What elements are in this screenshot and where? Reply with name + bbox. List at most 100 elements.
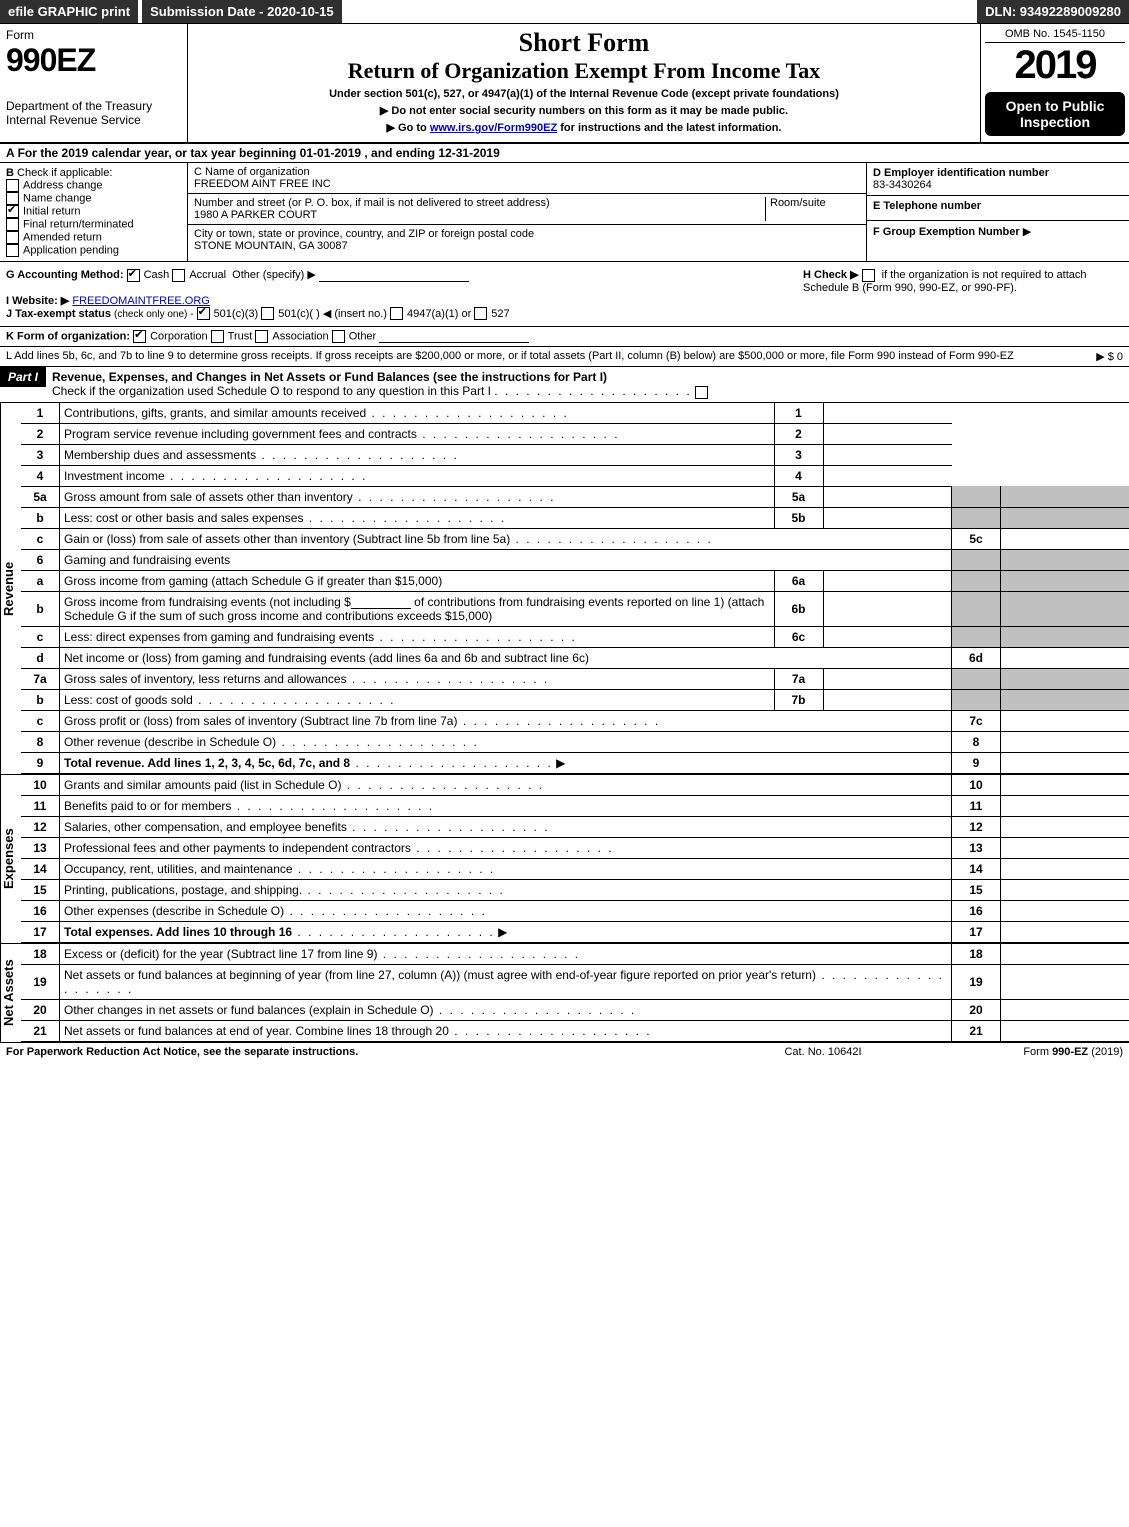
label-4947: 4947(a)(1) or (407, 308, 471, 320)
line-num: 13 (21, 837, 60, 858)
checkbox-corporation[interactable] (133, 330, 146, 343)
line-val[interactable] (1001, 964, 1129, 999)
goto-suffix: for instructions and the latest informat… (560, 122, 781, 134)
other-org-input[interactable] (379, 342, 529, 343)
line-val[interactable] (1001, 879, 1129, 900)
efile-print-button[interactable]: efile GRAPHIC print (0, 0, 138, 23)
expenses-table: 10Grants and similar amounts paid (list … (21, 775, 1129, 943)
checkbox-amended-return[interactable] (6, 231, 19, 244)
label-application-pending: Application pending (23, 244, 119, 256)
checkbox-trust[interactable] (211, 330, 224, 343)
line-ival[interactable] (823, 507, 952, 528)
label-amended-return: Amended return (23, 231, 102, 243)
checkbox-association[interactable] (255, 330, 268, 343)
line-val[interactable] (1001, 816, 1129, 837)
header-left: Form 990EZ Department of the Treasury In… (0, 24, 188, 142)
line-ival[interactable] (823, 486, 952, 507)
top-bar: efile GRAPHIC print Submission Date - 20… (0, 0, 1129, 24)
org-name: FREEDOM AINT FREE INC (194, 178, 331, 190)
label-501c: 501(c)( ) ◀ (insert no.) (278, 308, 387, 320)
line-val[interactable] (1001, 921, 1129, 942)
line-desc: Printing, publications, postage, and shi… (60, 879, 952, 900)
checkbox-4947[interactable] (390, 307, 403, 320)
checkbox-address-change[interactable] (6, 179, 19, 192)
line-ival[interactable] (823, 570, 952, 591)
line-rn (952, 591, 1001, 626)
label-name-change: Name change (23, 192, 92, 204)
line-val[interactable] (1001, 528, 1129, 549)
line-desc: Occupancy, rent, utilities, and maintena… (60, 858, 952, 879)
line-ival[interactable] (823, 689, 952, 710)
line-rn: 17 (952, 921, 1001, 942)
line-val[interactable] (1001, 731, 1129, 752)
line-ival[interactable] (823, 626, 952, 647)
expenses-section: Expenses 10Grants and similar amounts pa… (0, 775, 1129, 944)
line-rn (952, 689, 1001, 710)
line-val[interactable] (1001, 647, 1129, 668)
checkbox-accrual[interactable] (172, 269, 185, 282)
ein-label: D Employer identification number (873, 167, 1049, 179)
other-method-input[interactable] (319, 281, 469, 282)
line-val[interactable] (1001, 710, 1129, 731)
line-rn: 7c (952, 710, 1001, 731)
line-num: 1 (21, 403, 60, 424)
line-ival[interactable] (823, 668, 952, 689)
line-5a: 5aGross amount from sale of assets other… (21, 486, 1129, 507)
line-in: 5b (774, 507, 823, 528)
checkbox-527[interactable] (474, 307, 487, 320)
line-in: 7a (774, 668, 823, 689)
line-val[interactable] (1001, 858, 1129, 879)
tax-exempt-label: J Tax-exempt status (6, 308, 111, 320)
line-val[interactable] (823, 465, 952, 486)
ein-value: 83-3430264 (873, 179, 932, 191)
checkbox-other-org[interactable] (332, 330, 345, 343)
line-rn (952, 549, 1001, 570)
line-val[interactable] (823, 403, 952, 424)
irs-link[interactable]: www.irs.gov/Form990EZ (430, 122, 557, 134)
line-9: 9Total revenue. Add lines 1, 2, 3, 4, 5c… (21, 752, 1129, 773)
checkbox-501c3[interactable] (197, 307, 210, 320)
line-rn: 19 (952, 964, 1001, 999)
header-center: Short Form Return of Organization Exempt… (188, 24, 980, 142)
line-val[interactable] (1001, 944, 1129, 965)
checkbox-application-pending[interactable] (6, 244, 19, 257)
label-527: 527 (491, 308, 509, 320)
line-val[interactable] (1001, 795, 1129, 816)
line-11: 11Benefits paid to or for members11 (21, 795, 1129, 816)
line-num: c (21, 710, 60, 731)
line-13: 13Professional fees and other payments t… (21, 837, 1129, 858)
label-accrual: Accrual (189, 269, 226, 281)
checkbox-initial-return[interactable] (6, 205, 19, 218)
line-rn: 2 (774, 423, 823, 444)
arrow-icon: ▶ (556, 756, 565, 770)
line-val[interactable] (823, 423, 952, 444)
accounting-method-label: G Accounting Method: (6, 269, 124, 281)
checkbox-final-return[interactable] (6, 218, 19, 231)
line-17: 17Total expenses. Add lines 10 through 1… (21, 921, 1129, 942)
checkbox-501c[interactable] (261, 307, 274, 320)
line-val[interactable] (1001, 1020, 1129, 1041)
line-val[interactable] (1001, 752, 1129, 773)
line-10: 10Grants and similar amounts paid (list … (21, 775, 1129, 796)
netassets-vert-label: Net Assets (0, 944, 21, 1042)
line-val[interactable] (823, 444, 952, 465)
arrow-icon: ▶ (498, 925, 507, 939)
line-val[interactable] (1001, 999, 1129, 1020)
checkbox-schedule-b[interactable] (862, 269, 875, 282)
line-ival[interactable] (823, 591, 952, 626)
checkbox-schedule-o[interactable] (695, 386, 708, 399)
line-val (1001, 570, 1129, 591)
line-desc: Grants and similar amounts paid (list in… (60, 775, 952, 796)
line-val[interactable] (1001, 775, 1129, 796)
form-label: Form (6, 28, 181, 42)
info-grid: B Check if applicable: Address change Na… (0, 163, 1129, 262)
line-desc: Investment income (60, 465, 775, 486)
line-val[interactable] (1001, 837, 1129, 858)
line-desc: Total expenses. Add lines 10 through 16 … (60, 921, 952, 942)
website-link[interactable]: FREEDOMAINTFREE.ORG (72, 295, 210, 307)
label-trust: Trust (228, 331, 253, 343)
checkbox-cash[interactable] (127, 269, 140, 282)
line-rn: 9 (952, 752, 1001, 773)
line-val[interactable] (1001, 900, 1129, 921)
org-name-label: C Name of organization (194, 166, 310, 178)
